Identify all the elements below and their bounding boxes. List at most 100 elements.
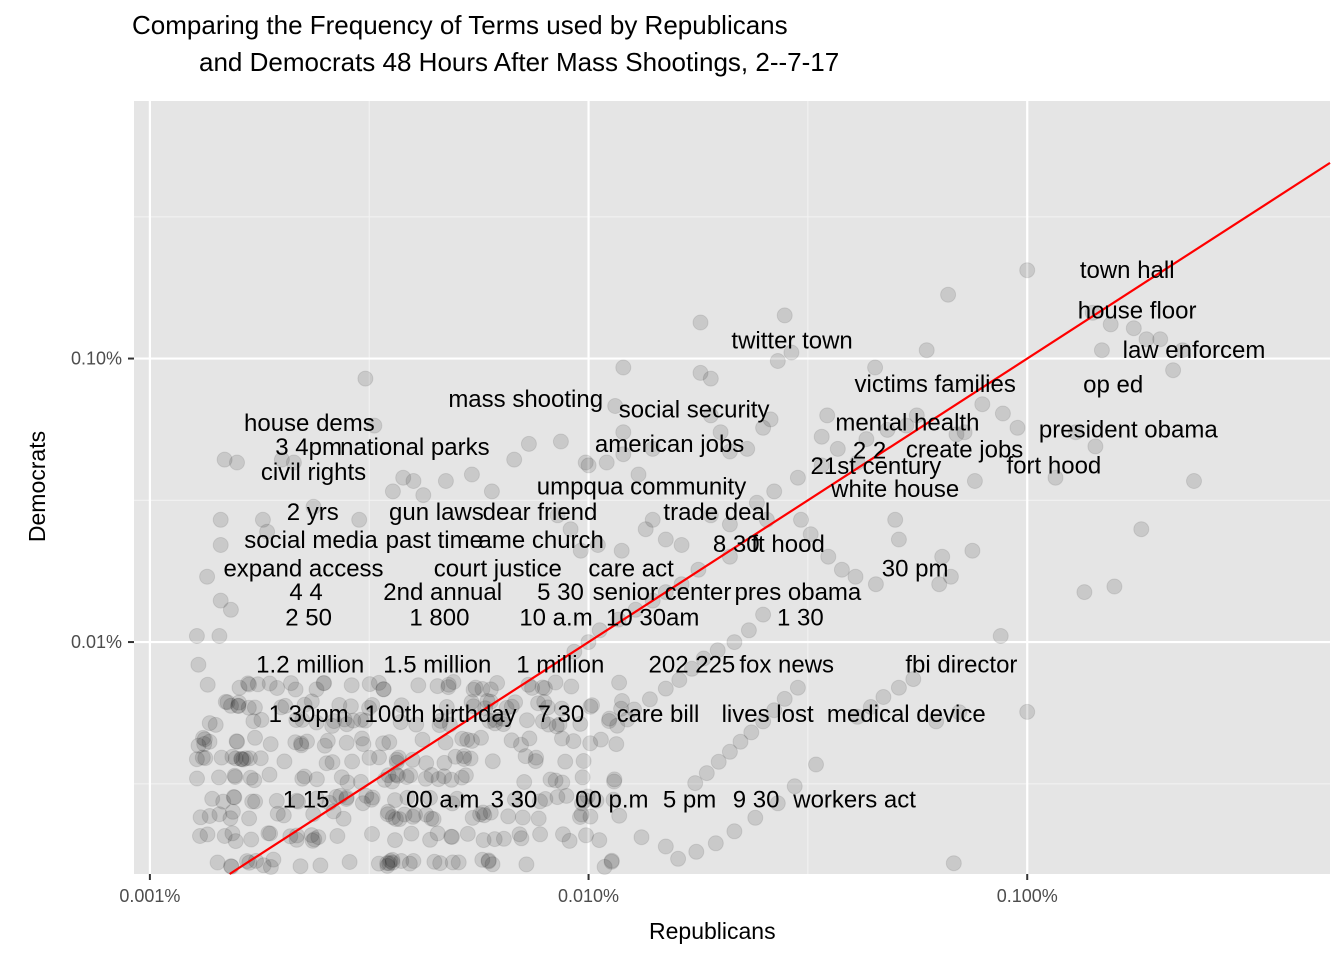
- data-point: [353, 711, 370, 728]
- data-point: [384, 851, 401, 868]
- data-point: [532, 826, 549, 843]
- data-point: [241, 810, 258, 827]
- data-point: [222, 601, 239, 618]
- term-label: op ed: [1083, 372, 1143, 399]
- data-point: [370, 855, 387, 872]
- data-point: [530, 810, 547, 827]
- data-point: [387, 832, 403, 849]
- data-point: [440, 679, 457, 696]
- data-point: [789, 679, 806, 696]
- data-point: [444, 828, 460, 845]
- term-label: fort hood: [1007, 452, 1102, 479]
- data-point: [259, 523, 276, 540]
- data-point: [408, 716, 425, 733]
- data-point: [1067, 424, 1084, 441]
- data-point: [405, 808, 421, 825]
- data-point: [536, 680, 553, 697]
- term-label: ft hood: [751, 531, 824, 558]
- data-point: [776, 690, 793, 707]
- data-point: [555, 826, 571, 843]
- data-point: [225, 789, 242, 805]
- data-point: [253, 711, 270, 728]
- data-point: [476, 807, 493, 824]
- data-point: [417, 770, 434, 787]
- data-point: [395, 469, 412, 486]
- data-point: [227, 750, 244, 767]
- data-point: [190, 737, 207, 754]
- data-point: [551, 716, 568, 733]
- data-point: [363, 791, 380, 808]
- data-point: [261, 675, 278, 692]
- data-point: [862, 699, 879, 715]
- data-point: [352, 773, 369, 790]
- data-point: [345, 712, 362, 729]
- data-point: [524, 679, 541, 696]
- data-point: [211, 806, 228, 823]
- data-point: [503, 698, 520, 715]
- data-point: [573, 806, 590, 823]
- data-point: [361, 676, 378, 693]
- data-point: [391, 811, 408, 828]
- data-point: [375, 681, 392, 698]
- data-point: [216, 828, 233, 844]
- data-point: [574, 769, 591, 786]
- data-point: [381, 734, 398, 751]
- data-point: [463, 694, 480, 711]
- term-label: 1.2 million: [256, 651, 364, 678]
- data-point: [1087, 438, 1104, 455]
- data-point: [898, 417, 915, 434]
- data-point: [326, 713, 342, 730]
- data-point: [269, 680, 286, 696]
- data-point: [875, 689, 892, 705]
- data-point: [829, 440, 846, 457]
- term-label: 2 2: [853, 438, 886, 465]
- data-point: [540, 716, 557, 733]
- data-point: [506, 791, 523, 808]
- data-point: [444, 854, 461, 871]
- data-point: [596, 858, 613, 875]
- data-point: [308, 771, 325, 788]
- term-label: court justice: [434, 555, 562, 582]
- data-point: [637, 521, 654, 538]
- x-axis: 0.001% 0.010% 0.100%: [119, 874, 1058, 906]
- term-label: 1.5 million: [383, 651, 491, 678]
- data-point: [467, 679, 484, 696]
- data-point: [695, 650, 712, 667]
- data-point: [607, 398, 624, 414]
- term-label: 1 30pm: [269, 701, 349, 728]
- data-point: [619, 711, 636, 728]
- data-point: [415, 487, 432, 504]
- data-point: [196, 731, 213, 748]
- data-point: [429, 678, 446, 695]
- data-point: [580, 457, 597, 474]
- data-point: [486, 831, 503, 848]
- data-point: [506, 451, 523, 468]
- data-point: [379, 855, 396, 872]
- data-point: [931, 576, 948, 593]
- data-point: [606, 771, 623, 788]
- term-label: house floor: [1078, 297, 1197, 324]
- data-point: [495, 716, 512, 733]
- data-point: [671, 672, 688, 688]
- data-point: [732, 733, 749, 750]
- data-point: [530, 695, 547, 712]
- data-point: [219, 694, 236, 711]
- data-point: [1125, 320, 1142, 337]
- data-point: [358, 787, 375, 804]
- data-point: [481, 712, 498, 729]
- data-point: [762, 411, 779, 428]
- data-point: [472, 806, 489, 823]
- term-label: 1 30: [777, 605, 824, 632]
- data-point: [351, 511, 368, 528]
- data-point: [743, 724, 760, 741]
- data-point: [536, 694, 553, 710]
- data-point: [265, 851, 282, 868]
- data-point: [578, 827, 594, 844]
- data-point: [371, 749, 387, 766]
- data-point: [222, 810, 239, 827]
- data-point: [241, 676, 257, 693]
- data-point: [384, 483, 401, 500]
- data-point: [890, 531, 907, 548]
- term-label: 00 a.m: [406, 787, 479, 814]
